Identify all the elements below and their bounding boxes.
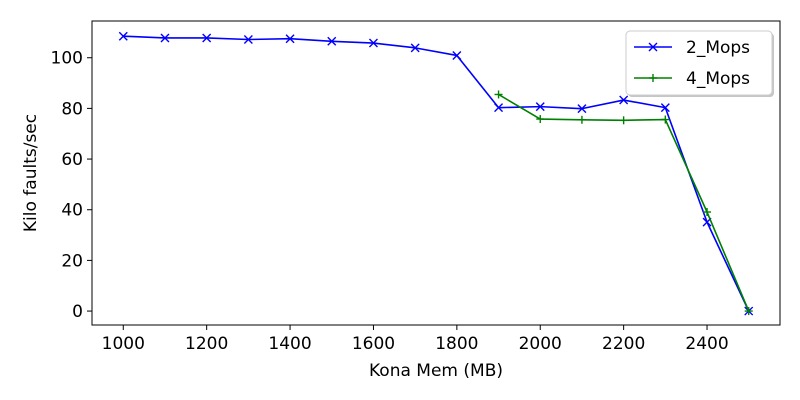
marker-stroke: [160, 33, 170, 43]
data-point-2-mops: [410, 43, 420, 53]
y-tick-label: 80: [61, 99, 83, 119]
x-tick-label: 2400: [685, 334, 728, 354]
y-tick-label: 40: [61, 201, 83, 221]
marker-stroke: [327, 36, 337, 46]
data-point-4-mops: [494, 90, 503, 99]
x-tick-label: 2200: [602, 334, 645, 354]
y-tick-label: 60: [61, 150, 83, 170]
data-point-2-mops: [494, 103, 504, 113]
x-axis-label: Kona Mem (MB): [369, 361, 503, 381]
data-point-4-mops: [536, 115, 545, 124]
x-tick-label: 2000: [519, 334, 562, 354]
legend-label: 4_Mops: [686, 69, 750, 89]
data-point-2-mops: [577, 104, 587, 114]
y-tick-label: 0: [72, 302, 83, 322]
x-tick-label: 1200: [185, 334, 228, 354]
marker-stroke: [202, 33, 212, 43]
marker-stroke: [368, 38, 378, 48]
y-axis-label: Kilo faults/sec: [21, 114, 41, 232]
y-tick-label: 20: [61, 251, 83, 271]
legend-item-2-mops: 2_Mops: [634, 38, 750, 58]
marker-stroke: [410, 43, 420, 53]
x-tick-label: 1400: [268, 334, 311, 354]
marker-stroke: [118, 31, 128, 41]
legend-item-4-mops: 4_Mops: [634, 69, 750, 89]
data-point-2-mops: [368, 38, 378, 48]
data-point-2-mops: [535, 102, 545, 112]
data-point-4-mops: [744, 307, 753, 316]
marker-stroke: [243, 34, 253, 44]
marker-stroke: [619, 95, 629, 105]
legend: 2_Mops 4_Mops: [625, 30, 774, 97]
data-point-2-mops: [452, 50, 462, 60]
marker-stroke: [660, 103, 670, 113]
data-point-2-mops: [118, 31, 128, 41]
marker-stroke: [494, 103, 504, 113]
data-point-2-mops: [285, 34, 295, 44]
data-point-2-mops: [202, 33, 212, 43]
plot-area: [91, 20, 781, 326]
marker-stroke: [452, 50, 462, 60]
legend-marker: [648, 42, 658, 52]
marker-stroke: [535, 102, 545, 112]
series-line-2-mops: [123, 35, 750, 312]
x-tick-label: 1000: [102, 334, 145, 354]
plot-frame: [91, 20, 781, 326]
y-tick-label: 100: [51, 49, 83, 69]
data-point-4-mops: [703, 208, 712, 217]
data-point-2-mops: [619, 95, 629, 105]
data-point-4-mops: [577, 115, 586, 124]
marker-stroke: [285, 34, 295, 44]
data-point-4-mops: [661, 115, 670, 124]
data-point-2-mops: [327, 36, 337, 46]
data-point-2-mops: [660, 103, 670, 113]
data-point-2-mops: [243, 34, 253, 44]
legend-label: 2_Mops: [686, 38, 750, 58]
data-point-4-mops: [619, 116, 628, 125]
x-tick-label: 1800: [435, 334, 478, 354]
data-point-2-mops: [160, 33, 170, 43]
marker-stroke: [577, 104, 587, 114]
x-tick-label: 1600: [352, 334, 395, 354]
ticks: 1000 1200 1400 1600 1800 2000 2200 2400 0 20 40 60 8…: [51, 49, 729, 354]
